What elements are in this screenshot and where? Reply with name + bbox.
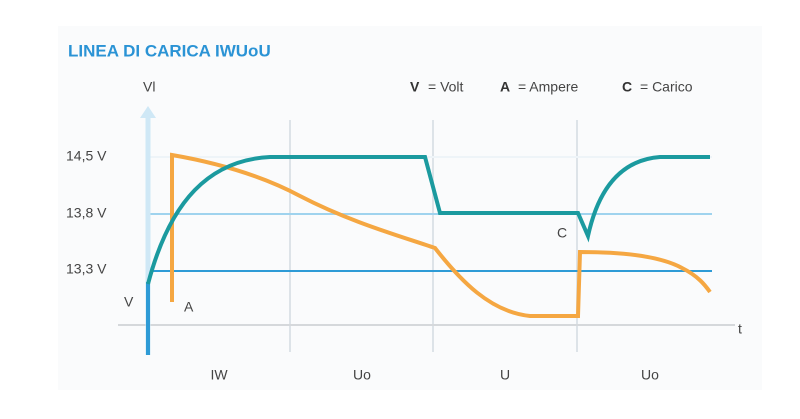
current-curve <box>170 152 712 318</box>
y-axis-head <box>140 106 156 118</box>
level-label: 13,3 V <box>66 261 107 277</box>
phase-label: Uo <box>353 367 371 383</box>
y-axis-label: Vl <box>143 79 155 95</box>
level-label: 14,5 V <box>66 148 107 164</box>
level-label: 13,8 V <box>66 205 107 221</box>
curve-label: C <box>557 225 567 241</box>
phase-label: U <box>500 367 510 383</box>
legend: V = Volt A = Ampere C = Carico <box>410 79 693 95</box>
legend-text: = Ampere <box>518 79 579 95</box>
legend-key: V <box>410 79 420 95</box>
title: LINEA DI CARICA IWUoU <box>68 41 271 60</box>
legend-text: = Volt <box>428 79 464 95</box>
curve-label: V <box>124 294 134 310</box>
phase-label: IW <box>210 367 228 383</box>
phase-label: Uo <box>641 367 659 383</box>
voltage-curve <box>146 155 710 285</box>
panel <box>58 26 762 390</box>
curve-label: A <box>184 299 194 315</box>
legend-key: A <box>500 79 510 95</box>
x-axis-label: t <box>738 321 742 337</box>
legend-text: = Carico <box>640 79 693 95</box>
legend-key: C <box>622 79 632 95</box>
